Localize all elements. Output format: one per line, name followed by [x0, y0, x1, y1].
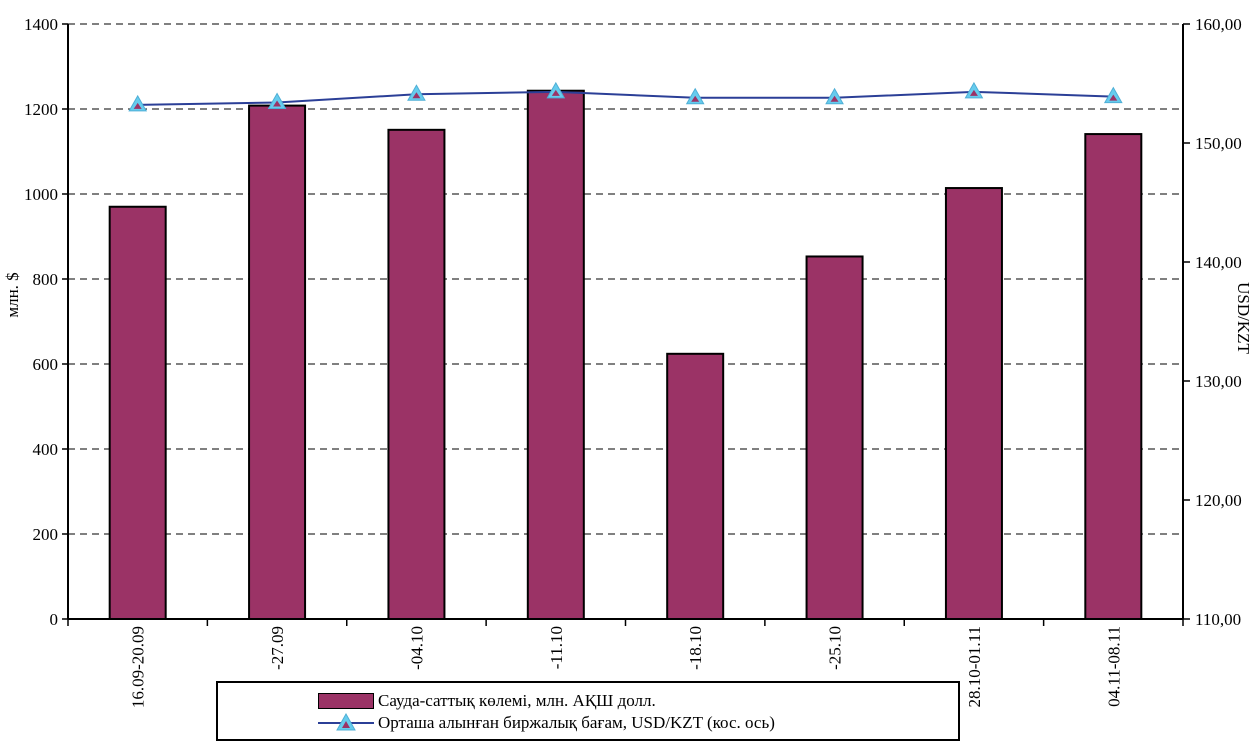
y-tick-label: 600: [33, 355, 59, 374]
y-axis-title: млн. $: [3, 272, 22, 317]
rate-marker-core: [691, 95, 700, 102]
y2-tick-label: 160,00: [1195, 15, 1242, 34]
x-tick-label: -11.10: [547, 626, 566, 669]
legend-swatch-rate: [318, 713, 374, 733]
y2-tick-label: 150,00: [1195, 134, 1242, 153]
y-tick-label: 1000: [24, 185, 58, 204]
bar: [108, 205, 167, 620]
rate-marker-core: [969, 89, 978, 96]
legend-swatch-volume: [318, 693, 374, 709]
x-tick-label: 28.10-01.11: [965, 626, 984, 708]
rate-marker-core: [830, 95, 839, 102]
bar: [1084, 133, 1143, 620]
x-tick-label: 16.09-20.09: [129, 626, 148, 708]
y-tick-label: 1200: [24, 100, 58, 119]
x-tick-label: -27.09: [268, 626, 287, 670]
x-tick-label: -25.10: [826, 626, 845, 670]
x-tick-label: -18.10: [686, 626, 705, 670]
y-tick-label: 400: [33, 440, 59, 459]
bar: [387, 128, 446, 620]
x-tick-label: -04.10: [407, 626, 426, 670]
rate-marker-core: [273, 100, 282, 107]
y2-tick-label: 110,00: [1195, 610, 1241, 629]
x-tick-label: 04.11-08.11: [1104, 626, 1123, 707]
rate-marker-core: [551, 89, 560, 96]
y2-tick-label: 140,00: [1195, 253, 1242, 272]
bar: [248, 104, 307, 621]
bar: [944, 187, 1003, 621]
y-tick-label: 0: [50, 610, 59, 629]
rate-marker-core: [412, 92, 421, 99]
y-tick-label: 200: [33, 525, 59, 544]
y2-tick-label: 130,00: [1195, 372, 1242, 391]
y-tick-label: 800: [33, 270, 59, 289]
legend-label-volume: Сауда-саттық көлемі, млн. АҚШ долл.: [378, 691, 656, 710]
rate-line: [137, 90, 1114, 106]
bar: [805, 255, 864, 620]
rate-marker-core: [1109, 94, 1118, 101]
bar: [666, 352, 725, 620]
legend: Сауда-саттық көлемі, млн. АҚШ долл. Орта…: [216, 681, 960, 741]
legend-item-rate: Орташа алынған биржалық бағам, USD/KZT (…: [318, 712, 775, 734]
legend-label-rate: Орташа алынған биржалық бағам, USD/KZT (…: [378, 713, 775, 732]
rate-marker-core: [133, 102, 142, 109]
legend-item-volume: Сауда-саттық көлемі, млн. АҚШ долл.: [318, 690, 656, 712]
y-tick-label: 1400: [24, 15, 58, 34]
bar: [526, 89, 585, 621]
y2-axis-title: USD/KZT: [1234, 282, 1253, 354]
y2-tick-label: 120,00: [1195, 491, 1242, 510]
